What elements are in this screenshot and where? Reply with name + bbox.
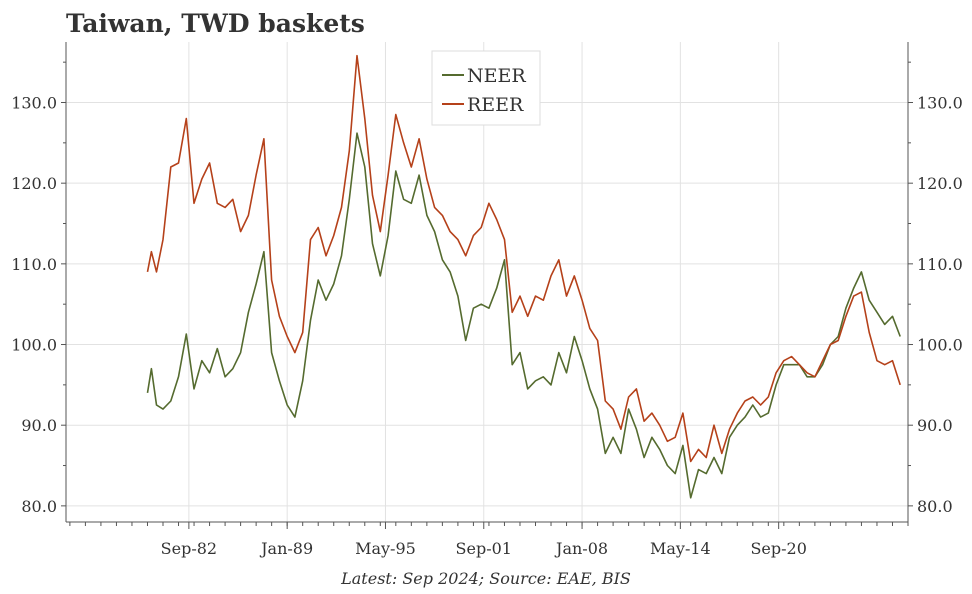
- y-tick-label-right: 80.0: [917, 497, 953, 516]
- y-tick-label-left: 120.0: [11, 174, 57, 193]
- axes: 80.0 80.0 90.0 90.0 100.0 100.0 110.0 110.0 120.…: [11, 42, 963, 558]
- x-tick-label: Jan-08: [554, 539, 608, 558]
- legend-label-reer: REER: [467, 94, 524, 116]
- y-tick-label-right: 130.0: [917, 94, 963, 113]
- y-tick-label-left: 100.0: [11, 336, 57, 355]
- y-tick-label-left: 110.0: [11, 255, 57, 274]
- y-tick-label-right: 110.0: [917, 255, 963, 274]
- legend-box: [431, 50, 541, 126]
- x-tick-label: Jan-89: [259, 539, 313, 558]
- series-lines: [146, 54, 901, 499]
- series-line-neer: [146, 132, 901, 499]
- y-tick-label-right: 120.0: [917, 174, 963, 193]
- y-tick-label-left: 130.0: [11, 94, 57, 113]
- x-tick-label: Sep-82: [161, 539, 217, 558]
- x-tick-label: Sep-20: [750, 539, 806, 558]
- series-line-reer: [146, 54, 901, 463]
- y-tick-label-left: 80.0: [21, 497, 57, 516]
- y-tick-label-right: 90.0: [917, 416, 953, 435]
- x-tick-label: Sep-01: [456, 539, 512, 558]
- chart-title: Taiwan, TWD baskets: [66, 9, 365, 38]
- x-tick-label: May-14: [650, 539, 711, 558]
- legend: NEER REER: [431, 50, 541, 126]
- x-tick-label: May-95: [355, 539, 416, 558]
- y-tick-label-right: 100.0: [917, 336, 963, 355]
- y-tick-label-left: 90.0: [21, 416, 57, 435]
- source-note: Latest: Sep 2024; Source: EAE, BIS: [340, 569, 631, 588]
- legend-label-neer: NEER: [467, 65, 526, 87]
